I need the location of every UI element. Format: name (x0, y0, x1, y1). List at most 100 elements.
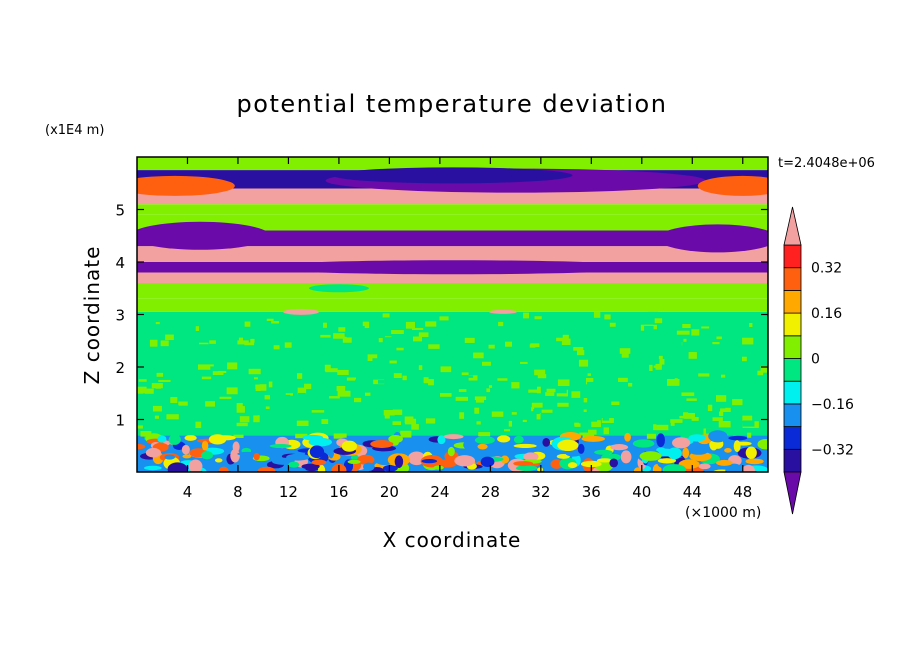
texture-cell (169, 344, 178, 350)
texture-cell (341, 440, 357, 452)
texture-cell (474, 396, 487, 401)
x-tick-label: 28 (481, 483, 500, 501)
texture-cell (682, 323, 691, 329)
texture-cell (170, 397, 178, 404)
texture-cell (488, 407, 502, 412)
texture-cell (732, 399, 743, 406)
texture-cell (411, 327, 424, 331)
texture-cell (382, 465, 398, 472)
texture-cell (610, 395, 623, 399)
texture-cell (621, 351, 629, 358)
texture-cell (672, 336, 684, 342)
texture-cell (664, 397, 676, 400)
texture-cell (461, 372, 469, 376)
texture-cell (463, 439, 476, 451)
texture-cell (657, 224, 768, 253)
texture-cell (265, 406, 270, 410)
texture-cell (596, 458, 613, 463)
texture-cell (500, 392, 512, 396)
texture-cell (149, 339, 158, 347)
texture-cell (324, 354, 333, 358)
texture-cell (486, 388, 491, 393)
contour-band (137, 311, 768, 436)
texture-cell (475, 399, 484, 403)
texture-cell (667, 378, 680, 386)
texture-cell (718, 312, 723, 317)
texture-cell (580, 402, 590, 405)
texture-cell (438, 355, 449, 360)
texture-cell (364, 392, 371, 396)
contour-band (137, 272, 768, 283)
texture-cell (488, 344, 495, 349)
texture-cell (478, 432, 491, 437)
texture-cell (573, 367, 586, 373)
texture-cell (474, 407, 480, 414)
texture-cell (720, 314, 732, 320)
texture-cell (394, 455, 404, 469)
colorbar-top-arrow (783, 206, 802, 246)
texture-cell (632, 439, 655, 448)
texture-cell (437, 435, 446, 445)
texture-cell (160, 340, 169, 347)
texture-cell (227, 362, 238, 370)
texture-cell (707, 404, 713, 412)
colorbar-segment (783, 312, 802, 337)
colorbar-label: 0.32 (811, 261, 842, 277)
time-label: t=2.4048e+06 (778, 156, 875, 171)
texture-cell (321, 419, 329, 425)
texture-cell (701, 339, 713, 346)
texture-cell (137, 221, 271, 250)
texture-cell (757, 370, 764, 376)
y-tick-label: 4 (115, 254, 125, 272)
texture-cell (654, 318, 663, 324)
contour-band (137, 230, 768, 247)
texture-cell (439, 393, 452, 397)
texture-cell (604, 314, 611, 320)
texture-cell (620, 450, 632, 464)
texture-cell (362, 321, 370, 329)
texture-cell (418, 403, 429, 408)
x-tick-label: 12 (279, 483, 298, 501)
texture-cell (252, 260, 653, 275)
texture-cell (333, 333, 345, 339)
texture-cell (244, 342, 255, 346)
texture-cell (725, 463, 743, 472)
texture-cell (352, 337, 362, 340)
texture-cell (232, 413, 240, 420)
texture-cell (411, 424, 419, 430)
texture-cell (418, 365, 423, 371)
contour-band (137, 298, 768, 312)
texture-cell (181, 350, 189, 355)
texture-cell (533, 409, 540, 415)
texture-cell (197, 338, 211, 343)
texture-cell (464, 337, 475, 343)
texture-cell (305, 466, 319, 472)
texture-cell (156, 372, 164, 377)
texture-cell (511, 382, 520, 389)
texture-cell (346, 377, 356, 381)
texture-cell (730, 419, 744, 423)
texture-cell (632, 372, 644, 379)
texture-cell (603, 427, 609, 435)
texture-cell (530, 402, 543, 408)
texture-cell (741, 464, 755, 472)
texture-cell (472, 331, 482, 337)
texture-cell (137, 425, 143, 429)
texture-cell (563, 336, 567, 339)
texture-cell (577, 350, 585, 356)
x-axis: 4 8 12 16 20 24 28 32 36 40 44 48 (183, 157, 752, 501)
x-axis-label: X coordinate (383, 528, 522, 552)
texture-cell (268, 381, 273, 388)
texture-cell (381, 372, 386, 376)
texture-cell (672, 316, 685, 323)
colorbar-segment (783, 267, 802, 291)
texture-cell (296, 420, 309, 427)
texture-cell (197, 364, 211, 370)
texture-cell (613, 344, 625, 349)
texture-cell (688, 352, 697, 359)
texture-cell (609, 405, 623, 412)
texture-cell (618, 377, 628, 382)
texture-cell (745, 446, 757, 460)
texture-cell (259, 384, 267, 391)
texture-cell (546, 388, 556, 393)
